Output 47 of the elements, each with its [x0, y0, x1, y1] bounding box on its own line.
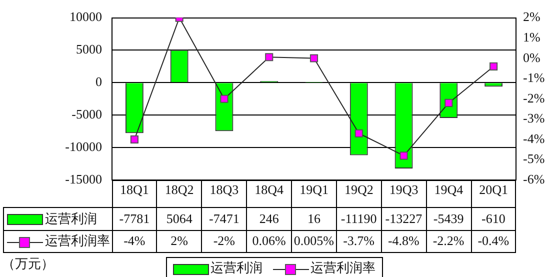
data-label: -7781: [112, 208, 157, 230]
y2-tick-label: -4%: [523, 130, 545, 146]
y-tick-label: 0: [96, 74, 102, 90]
data-label: 2%: [156, 230, 202, 252]
y2-tick-label: -2%: [523, 90, 545, 106]
data-label: -0.4%: [471, 230, 516, 252]
data-label: -7471: [202, 208, 247, 230]
data-label: 246: [246, 208, 292, 230]
x-tick-label: 18Q1: [120, 182, 149, 198]
x-tick-label: 19Q4: [434, 182, 464, 198]
y2-tick-label: -6%: [523, 171, 545, 186]
data-label: -3.7%: [336, 230, 382, 252]
y2-tick-label: 2%: [523, 9, 540, 24]
x-tick-label: 19Q2: [344, 182, 374, 198]
y2-tick-label: -5%: [523, 151, 545, 166]
y2-tick-label: 0%: [523, 50, 540, 65]
legend-label: 运营利润: [45, 210, 97, 226]
x-tick-label: 18Q3: [210, 182, 239, 198]
data-label: -2.2%: [426, 230, 471, 252]
data-label: -11190: [336, 208, 382, 230]
data-label: 0.06%: [246, 230, 292, 252]
data-label: -4%: [112, 230, 157, 252]
x-tick-label: 19Q1: [300, 182, 328, 198]
data-label: -4.8%: [381, 230, 426, 252]
y2-tick-label: 1%: [523, 29, 540, 44]
data-label: -2%: [202, 230, 247, 252]
y-tick-label: -5000: [72, 106, 102, 122]
data-label: -13227: [381, 208, 426, 230]
text: 运营利润率: [310, 260, 376, 275]
data-label: -5439: [426, 208, 471, 230]
data-label: 0.005%: [292, 230, 336, 252]
y-tick-label: -10000: [65, 138, 102, 154]
data-label: 16: [292, 208, 336, 230]
x-tick-label: 20Q1: [479, 182, 508, 198]
y2-tick-label: -1%: [523, 70, 545, 86]
y-tick-label: 10000: [70, 9, 102, 24]
text: 运营利润: [210, 260, 262, 275]
data-label: -610: [471, 208, 516, 230]
y2-tick-label: -3%: [523, 110, 545, 126]
legend-label: 运营利润率: [45, 233, 110, 248]
x-tick-label: 18Q2: [164, 182, 194, 198]
y-tick-label: -15000: [65, 171, 102, 186]
y-tick-label: 5000: [76, 42, 102, 57]
y-axis-title: （万元）: [2, 255, 54, 273]
x-tick-label: 18Q4: [254, 182, 284, 198]
x-tick-label: 19Q3: [389, 182, 418, 198]
data-label: 5064: [156, 208, 202, 230]
